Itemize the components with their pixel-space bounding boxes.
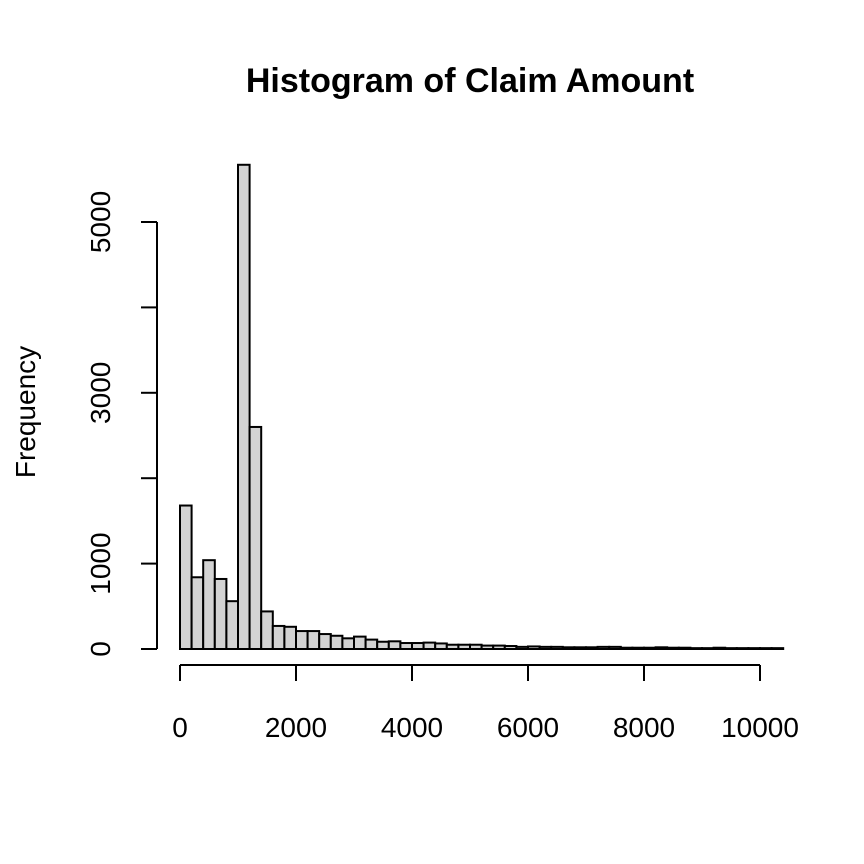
histogram-bar — [190, 576, 205, 650]
histogram-bar — [318, 633, 332, 650]
histogram-bar — [237, 163, 251, 650]
histogram-bar — [608, 645, 622, 650]
histogram-bar — [573, 646, 588, 650]
histogram-bar — [271, 624, 286, 651]
histogram-bar — [364, 638, 379, 651]
histogram-bar — [341, 637, 355, 651]
histogram-bar — [689, 647, 704, 650]
y-tick-label: 3000 — [85, 362, 116, 424]
histogram-bar — [399, 642, 413, 650]
histogram-bar — [654, 646, 669, 650]
histogram-bar — [248, 425, 263, 650]
histogram-bar — [306, 630, 321, 650]
histogram-bar — [701, 647, 715, 650]
histogram-bar — [724, 647, 738, 650]
histogram-bar — [411, 642, 425, 650]
histogram-bar — [492, 644, 506, 650]
histogram-bar — [619, 646, 634, 650]
histogram-bar — [759, 647, 773, 650]
histogram-bar — [213, 577, 228, 650]
histogram-bar — [515, 645, 530, 650]
histogram-bar — [387, 640, 402, 651]
histogram-bar — [457, 643, 471, 650]
x-tick-label: 6000 — [497, 712, 559, 743]
histogram-bar — [550, 645, 564, 650]
histogram-bar — [527, 645, 541, 650]
histogram-bar — [283, 625, 297, 651]
y-tick-label: 0 — [85, 641, 116, 657]
histogram-bar — [503, 645, 518, 650]
histogram-bar — [179, 504, 193, 651]
x-tick-label: 8000 — [613, 712, 675, 743]
x-tick-label: 2000 — [265, 712, 327, 743]
chart-title: Histogram of Claim Amount — [246, 62, 694, 100]
histogram-bar — [295, 630, 309, 650]
histogram-bar — [202, 559, 216, 651]
x-tick-label: 10000 — [721, 712, 799, 743]
histogram-bar — [225, 600, 239, 651]
x-axis: 0 2000 4000 6000 8000 10000 — [172, 664, 799, 743]
y-tick-label: 1000 — [85, 532, 116, 594]
bars-group — [179, 163, 785, 651]
histogram-bar — [434, 642, 448, 650]
histogram-bar — [643, 646, 657, 650]
histogram-bar — [585, 646, 599, 650]
histogram-bar — [260, 610, 274, 651]
histogram-bar — [712, 646, 727, 650]
histogram-bar — [561, 646, 576, 650]
y-tick-label: 5000 — [85, 191, 116, 253]
histogram-bar — [422, 641, 437, 650]
histogram-bar — [631, 646, 646, 650]
histogram-bar — [353, 635, 367, 651]
histogram-bar — [666, 646, 680, 650]
histogram-bar — [735, 647, 750, 650]
histogram-bar — [677, 646, 692, 650]
y-axis-label: Frequency — [10, 346, 41, 478]
histogram-bar — [329, 634, 344, 650]
y-axis: 0 1000 3000 5000 — [85, 191, 158, 657]
x-tick-label: 4000 — [381, 712, 443, 743]
histogram-bar — [376, 640, 390, 651]
histogram-bar — [596, 645, 611, 650]
histogram-bar — [770, 647, 785, 650]
histogram-bar — [747, 647, 762, 650]
histogram-bar — [445, 643, 460, 650]
histogram-bar — [469, 643, 483, 650]
x-tick-label: 0 — [172, 712, 188, 743]
histogram-bar — [480, 644, 495, 650]
histogram-bar — [538, 645, 553, 650]
